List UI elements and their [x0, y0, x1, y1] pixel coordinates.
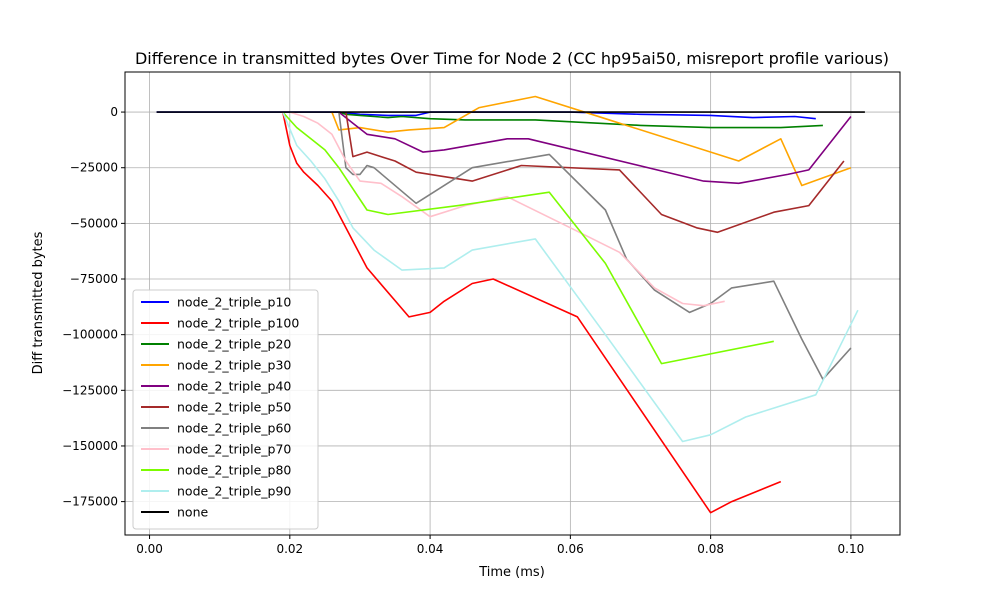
series-line-node-2-triple-p20 [338, 111, 823, 129]
x-tick-label: 0.02 [276, 542, 303, 556]
series-line-node-2-triple-p90 [282, 111, 859, 443]
legend-entry-label: node_2_triple_p40 [177, 379, 291, 394]
y-tick-label: −25000 [70, 161, 118, 175]
chart-title: Difference in transmitted bytes Over Tim… [135, 49, 889, 68]
x-tick-label: 0.04 [417, 542, 444, 556]
y-axis-ticks: 0 −25000 −50000 −75000 −100000 −125000 −150000… [62, 105, 125, 509]
x-tick-label: 0.10 [838, 542, 865, 556]
legend-entry-label: node_2_triple_p100 [177, 316, 299, 331]
x-tick-label: 0.00 [136, 542, 163, 556]
legend-box [132, 289, 319, 530]
series-line-node-2-triple-p70 [289, 111, 725, 307]
y-tick-label: −125000 [62, 383, 118, 397]
x-tick-label: 0.08 [697, 542, 724, 556]
legend-entry-label: node_2_triple_p20 [177, 337, 291, 352]
series-line-node-2-triple-p80 [282, 111, 774, 365]
series-lines [156, 95, 865, 514]
legend-entry-label: none [177, 505, 208, 520]
y-tick-label: −75000 [70, 272, 118, 286]
series-line-node-2-triple-p10 [156, 111, 816, 120]
x-axis-ticks: 0.00 0.02 0.04 0.06 0.08 0.10 [136, 535, 864, 556]
series-line-node-2-triple-p100 [282, 111, 782, 514]
legend-entry-label: node_2_triple_p70 [177, 442, 291, 457]
y-tick-label: −50000 [70, 216, 118, 230]
plot-area-frame [124, 71, 901, 536]
y-tick-label: −175000 [62, 495, 118, 509]
legend-entry-label: node_2_triple_p90 [177, 484, 291, 499]
y-tick-label: −150000 [62, 439, 118, 453]
legend-entry-label: node_2_triple_p30 [177, 358, 291, 373]
legend: node_2_triple_p10 node_2_triple_p100 node_… [132, 289, 319, 530]
legend-entry-label: node_2_triple_p60 [177, 421, 291, 436]
x-tick-label: 0.06 [557, 542, 584, 556]
y-axis-label: Diff transmitted bytes [31, 231, 46, 374]
series-line-node-2-triple-p60 [338, 112, 852, 381]
series-line-node-2-triple-p50 [345, 111, 845, 234]
y-tick-label: −100000 [62, 328, 118, 342]
legend-entry-label: node_2_triple_p80 [177, 463, 291, 478]
y-tick-label: 0 [110, 105, 118, 119]
series-line-node-2-triple-p30 [331, 95, 852, 187]
legend-entry-label: node_2_triple_p10 [177, 295, 291, 310]
series-line-node-2-triple-p40 [338, 111, 852, 185]
x-axis-label: Time (ms) [478, 565, 545, 580]
legend-entry-label: node_2_triple_p50 [177, 400, 291, 415]
